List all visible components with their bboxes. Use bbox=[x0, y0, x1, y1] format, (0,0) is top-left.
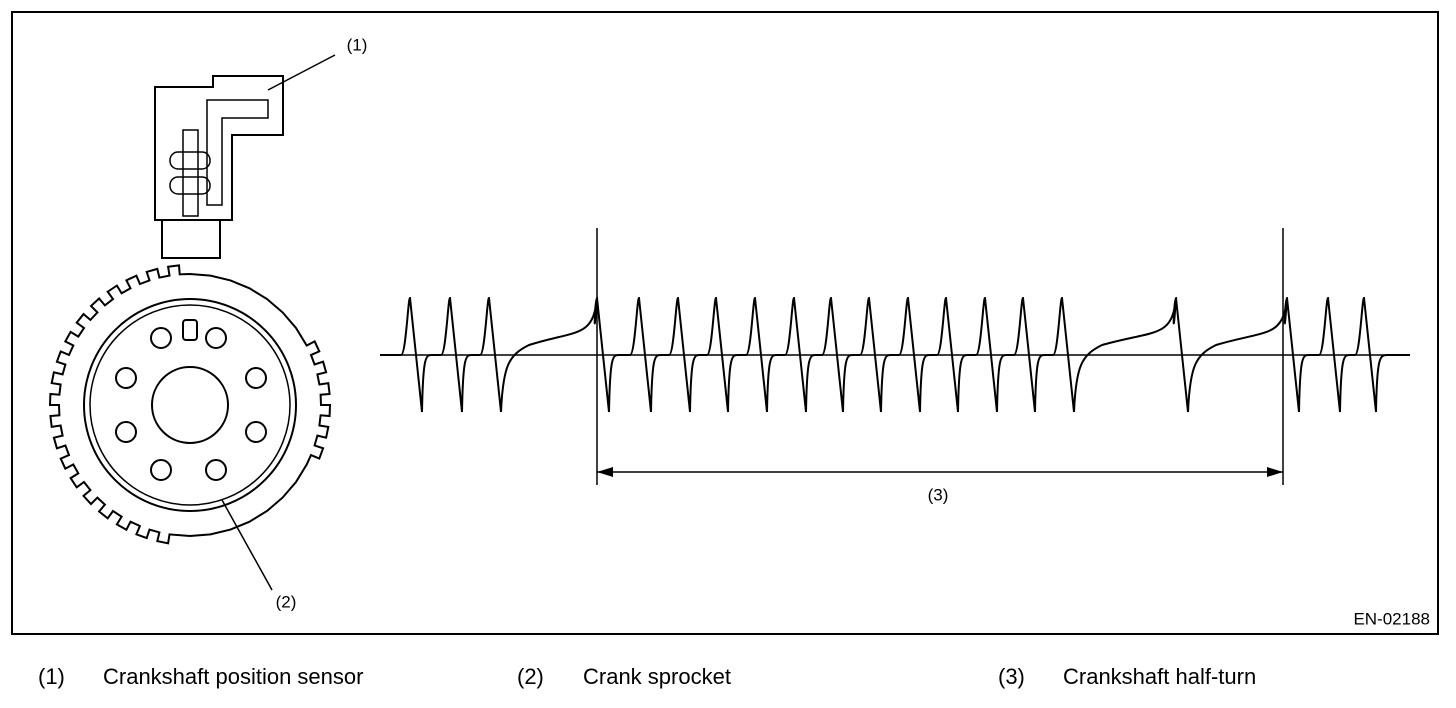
legend-number: (1) bbox=[38, 664, 65, 689]
leader-line bbox=[267, 54, 336, 91]
legend-text: Crankshaft position sensor bbox=[103, 664, 363, 689]
waveform bbox=[380, 296, 1410, 413]
legend-text: Crankshaft half-turn bbox=[1063, 664, 1256, 689]
callout: (2) bbox=[276, 592, 297, 611]
sensor-drawing bbox=[154, 75, 284, 259]
figure-code: EN-02188 bbox=[1353, 609, 1430, 628]
callout: (1) bbox=[347, 35, 368, 54]
frame bbox=[11, 11, 1439, 635]
leader-line bbox=[221, 499, 273, 591]
sprocket-teeth bbox=[48, 264, 332, 545]
legend-number: (3) bbox=[998, 664, 1025, 689]
legend-number: (2) bbox=[517, 664, 544, 689]
sprocket-drawing bbox=[48, 264, 332, 545]
callout: (3) bbox=[928, 485, 949, 504]
legend-text: Crank sprocket bbox=[583, 664, 731, 689]
